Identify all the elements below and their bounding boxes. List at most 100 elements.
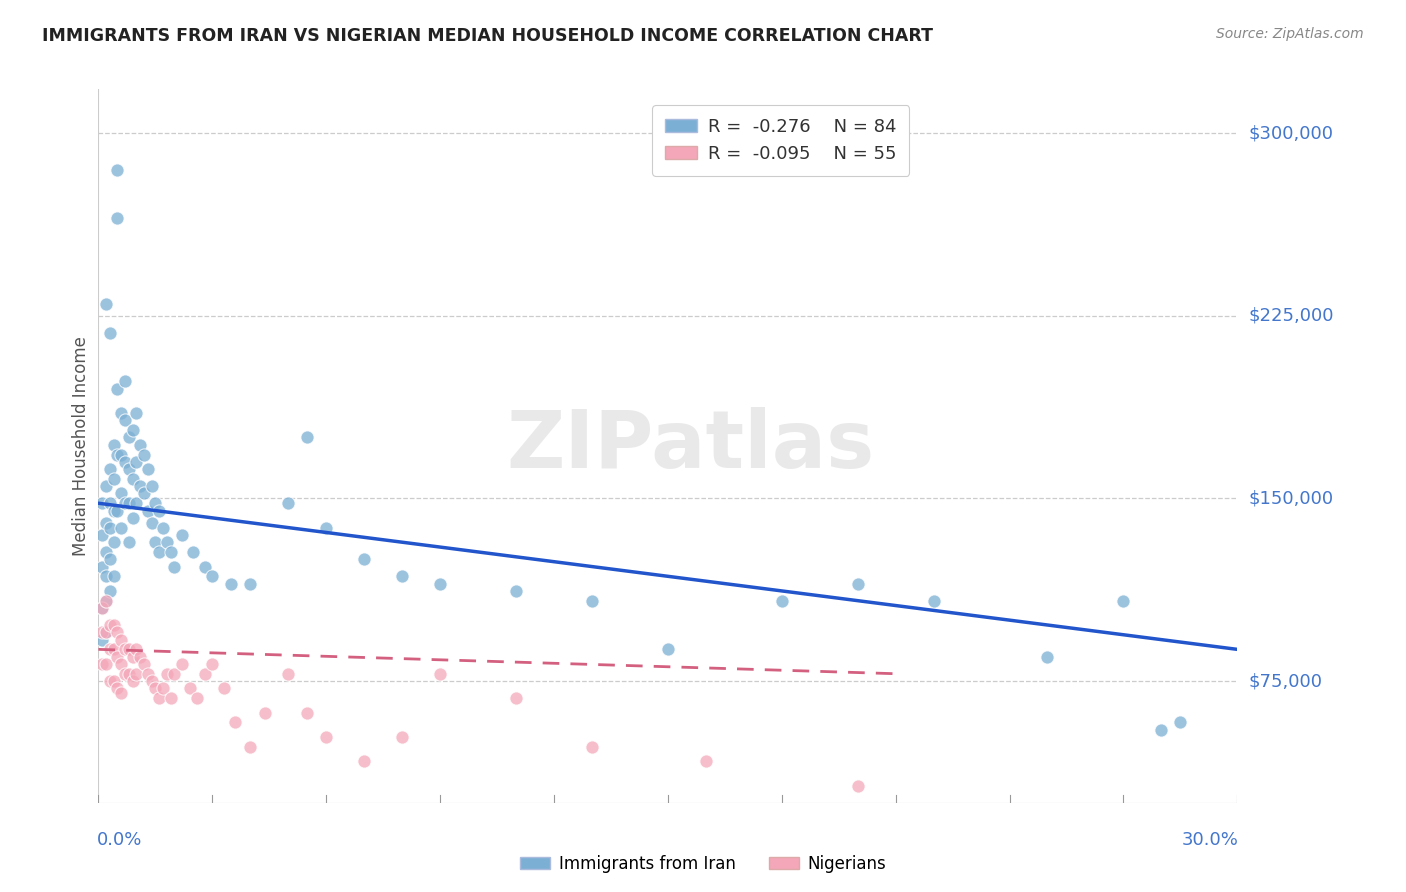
Point [107,162,129,177]
Point [121,649,143,664]
Point [94,657,117,671]
Point [114,642,136,657]
Point [103,503,125,517]
Point [94,569,117,583]
Point [129,438,152,452]
Point [91,559,114,574]
Point [94,593,117,607]
Point [98,326,121,340]
Point [297,430,319,444]
Point [429,576,451,591]
Point [201,569,224,583]
Point [132,486,155,500]
Point [1150,723,1173,737]
Point [179,681,201,696]
Point [695,755,717,769]
Point [846,779,869,793]
Point [125,496,148,510]
Point [94,625,117,640]
Text: 0.0%: 0.0% [97,831,142,849]
Point [1112,593,1135,607]
Point [98,673,121,688]
Point [156,666,179,681]
Point [505,583,527,598]
Point [505,691,527,706]
Point [94,296,117,310]
Text: IMMIGRANTS FROM IRAN VS NIGERIAN MEDIAN HOUSEHOLD INCOME CORRELATION CHART: IMMIGRANTS FROM IRAN VS NIGERIAN MEDIAN … [42,27,934,45]
Point [125,455,148,469]
Point [145,496,167,510]
Point [110,657,132,671]
Point [118,535,141,549]
Point [118,666,141,681]
Point [141,479,163,493]
Point [114,413,136,427]
Point [110,406,132,420]
Point [114,455,136,469]
Point [107,382,129,396]
Point [353,552,375,566]
Point [118,642,141,657]
Point [254,706,277,720]
Point [170,657,193,671]
Point [114,666,136,681]
Point [125,406,148,420]
Point [159,691,181,706]
Point [98,583,121,598]
Text: ZIPatlas: ZIPatlas [506,407,875,485]
Point [125,642,148,657]
Point [107,681,129,696]
Point [110,520,132,534]
Point [391,569,413,583]
Text: Source: ZipAtlas.com: Source: ZipAtlas.com [1216,27,1364,41]
Point [194,559,217,574]
Point [136,666,159,681]
Point [581,593,603,607]
Point [132,448,155,462]
Point [770,593,793,607]
Point [159,545,181,559]
Point [94,479,117,493]
Point [353,755,375,769]
Point [297,706,319,720]
Point [110,486,132,500]
Point [91,632,114,647]
Point [114,496,136,510]
Point [922,593,945,607]
Point [170,528,193,542]
Point [129,649,152,664]
Point [91,625,114,640]
Point [657,642,679,657]
Point [145,681,167,696]
Point [156,535,179,549]
Point [98,520,121,534]
Point [581,739,603,754]
Point [239,576,262,591]
Point [110,448,132,462]
Point [118,496,141,510]
Point [94,625,117,640]
Point [201,657,224,671]
Point [91,601,114,615]
Point [103,535,125,549]
Point [94,593,117,607]
Point [107,448,129,462]
Point [94,516,117,530]
Point [121,511,143,525]
Point [103,472,125,486]
Point [103,642,125,657]
Point [110,686,132,700]
Point [107,649,129,664]
Point [103,673,125,688]
Point [141,516,163,530]
Point [107,503,129,517]
Legend: Immigrants from Iran, Nigerians: Immigrants from Iran, Nigerians [513,848,893,880]
Point [224,715,246,730]
Point [107,211,129,226]
Point [125,666,148,681]
Point [103,618,125,632]
Point [110,632,132,647]
Point [145,535,167,549]
Point [91,657,114,671]
Point [91,601,114,615]
